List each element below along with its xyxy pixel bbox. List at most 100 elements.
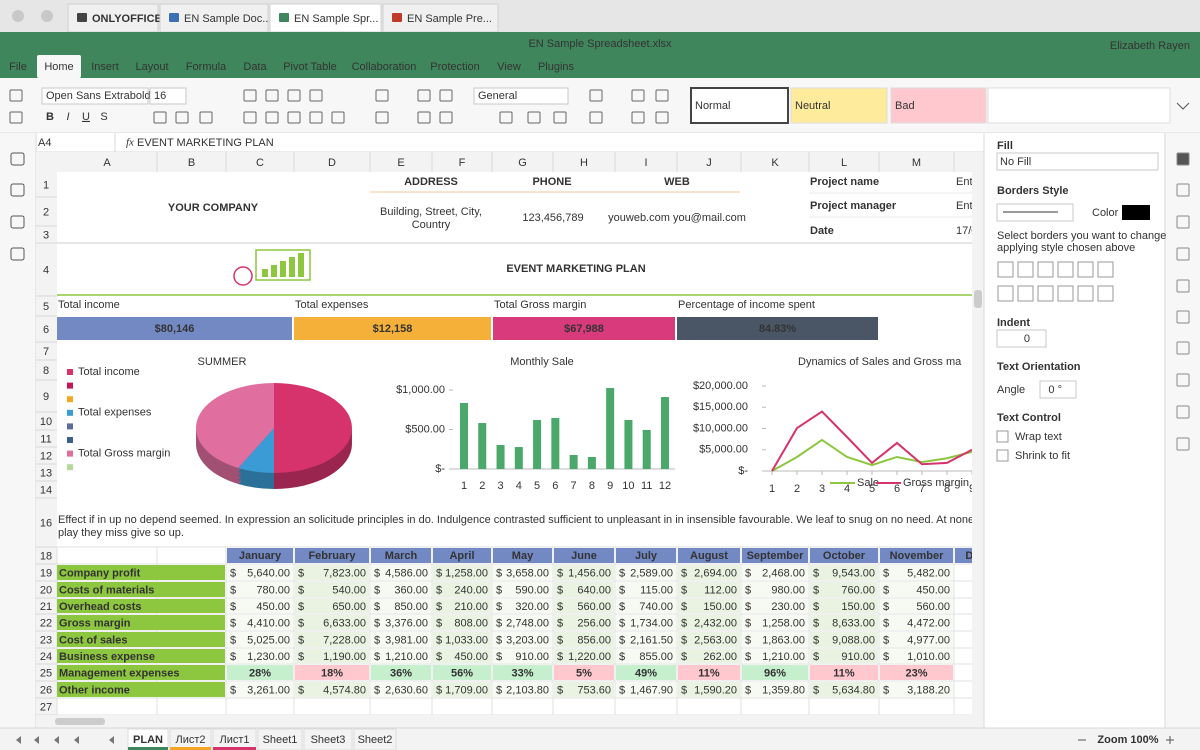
sheet-nav[interactable] xyxy=(16,736,21,744)
row-header[interactable]: 19 xyxy=(40,567,52,579)
row-header[interactable]: 21 xyxy=(40,601,52,613)
indent-value[interactable]: 0 xyxy=(1024,333,1030,345)
column-header[interactable]: F xyxy=(459,157,466,169)
border-button[interactable] xyxy=(1097,261,1114,278)
toolbar-icon[interactable] xyxy=(9,111,23,124)
column-header[interactable]: K xyxy=(771,157,779,169)
menu-item[interactable]: File xyxy=(9,61,27,73)
name-box[interactable]: A4 xyxy=(38,137,51,149)
format-button[interactable]: S xyxy=(100,111,107,123)
toolbar-icon[interactable] xyxy=(655,111,669,124)
indent-spin[interactable] xyxy=(996,329,1047,348)
border-button[interactable] xyxy=(1057,285,1074,302)
toolbar-icon[interactable] xyxy=(287,89,301,102)
column-header[interactable]: E xyxy=(397,157,404,169)
border-button[interactable] xyxy=(1017,285,1034,302)
row-header[interactable]: 13 xyxy=(40,467,52,479)
row-header[interactable]: 10 xyxy=(40,416,52,428)
tab-label[interactable]: ONLYOFFICE xyxy=(92,13,162,25)
wrap-label[interactable]: Wrap text xyxy=(1015,431,1062,443)
toolbar-icon[interactable] xyxy=(331,111,345,124)
row-header[interactable]: 3 xyxy=(43,229,49,241)
panel-icon[interactable] xyxy=(1176,437,1190,451)
border-button[interactable] xyxy=(997,261,1014,278)
column-header[interactable]: A xyxy=(103,157,111,169)
menu-item[interactable]: Pivot Table xyxy=(283,61,337,73)
sheet-tab-label[interactable]: Sheet2 xyxy=(358,734,393,746)
sheet-nav[interactable] xyxy=(54,736,59,744)
border-button[interactable] xyxy=(1077,261,1094,278)
toolbar-icon[interactable] xyxy=(153,111,167,124)
sheet-tab-label[interactable]: Sheet3 xyxy=(311,734,346,746)
row-header[interactable]: 18 xyxy=(40,550,52,562)
cell-style-label[interactable]: Normal xyxy=(695,100,730,112)
menu-item[interactable]: Protection xyxy=(430,61,480,73)
tab-label[interactable]: EN Sample Spr... xyxy=(294,13,378,25)
cell-style[interactable] xyxy=(790,87,888,124)
border-button[interactable] xyxy=(997,285,1014,302)
sheet-tab-label[interactable]: Sheet1 xyxy=(263,734,298,746)
toolbar-icon[interactable] xyxy=(499,111,513,124)
row-header[interactable]: 2 xyxy=(43,206,49,218)
row-header[interactable]: 5 xyxy=(43,301,49,313)
toolbar-icon[interactable] xyxy=(243,111,257,124)
row-header[interactable]: 1 xyxy=(43,179,49,191)
menu-item[interactable]: Collaboration xyxy=(352,61,417,73)
panel-icon[interactable] xyxy=(1176,405,1190,419)
sheet-tab[interactable] xyxy=(212,728,257,750)
menu-item[interactable]: Layout xyxy=(135,61,168,73)
toolbar-icon[interactable] xyxy=(199,111,213,124)
menu-item[interactable]: Plugins xyxy=(538,61,575,73)
menu-item[interactable]: View xyxy=(497,61,521,73)
font-box[interactable] xyxy=(41,87,149,105)
toolbar-icon[interactable] xyxy=(243,89,257,102)
panel-icon[interactable] xyxy=(1176,310,1190,324)
cell-style[interactable] xyxy=(690,87,789,124)
row-header[interactable]: 20 xyxy=(40,584,52,596)
toolbar-icon[interactable] xyxy=(417,111,431,124)
rail-icon[interactable] xyxy=(10,247,25,261)
toolbar-icon[interactable] xyxy=(527,111,541,124)
tab-label[interactable]: EN Sample Doc... xyxy=(184,13,271,25)
format-button[interactable]: U xyxy=(82,111,90,123)
toolbar-icon[interactable] xyxy=(439,111,453,124)
row-header[interactable]: 8 xyxy=(43,365,49,377)
rail-icon[interactable] xyxy=(10,183,25,197)
sheet-tab-label[interactable]: PLAN xyxy=(133,734,163,746)
toolbar-icon[interactable] xyxy=(309,89,323,102)
tab-label[interactable]: EN Sample Pre... xyxy=(407,13,492,25)
column-header[interactable]: B xyxy=(188,157,195,169)
toolbar-icon[interactable] xyxy=(375,111,389,124)
toolbar-icon[interactable] xyxy=(309,111,323,124)
toolbar-icon[interactable] xyxy=(631,89,645,102)
sheet-nav[interactable] xyxy=(74,736,79,744)
row-header[interactable]: 25 xyxy=(40,667,52,679)
panel-icon[interactable] xyxy=(1176,183,1190,197)
row-header[interactable]: 24 xyxy=(40,651,52,663)
shrink-label[interactable]: Shrink to fit xyxy=(1015,450,1070,462)
row-header[interactable]: 22 xyxy=(40,617,52,629)
menu-item[interactable]: Data xyxy=(243,61,267,73)
rail-icon[interactable] xyxy=(10,152,25,166)
row-header[interactable]: 27 xyxy=(40,701,52,713)
sheet-nav[interactable] xyxy=(34,736,39,744)
column-header[interactable]: J xyxy=(706,157,712,169)
font-size[interactable]: 16 xyxy=(154,90,166,102)
border-button[interactable] xyxy=(1077,285,1094,302)
toolbar-icon[interactable] xyxy=(265,111,279,124)
sheet-tab[interactable] xyxy=(303,728,353,750)
row-header[interactable]: 6 xyxy=(43,324,49,336)
menu-item[interactable]: Formula xyxy=(186,61,227,73)
toolbar-icon[interactable] xyxy=(417,89,431,102)
angle-spin[interactable] xyxy=(1039,380,1077,399)
panel-icon[interactable] xyxy=(1176,215,1190,229)
column-header[interactable]: G xyxy=(518,157,527,169)
menu-item[interactable]: Insert xyxy=(91,61,119,73)
number-format[interactable]: General xyxy=(478,90,517,102)
format-button[interactable]: I xyxy=(66,111,69,123)
border-button[interactable] xyxy=(1017,261,1034,278)
toolbar-icon[interactable] xyxy=(9,89,23,102)
toolbar-icon[interactable] xyxy=(589,111,603,124)
toolbar-icon[interactable] xyxy=(175,111,189,124)
cell-style-label[interactable]: Neutral xyxy=(795,100,830,112)
